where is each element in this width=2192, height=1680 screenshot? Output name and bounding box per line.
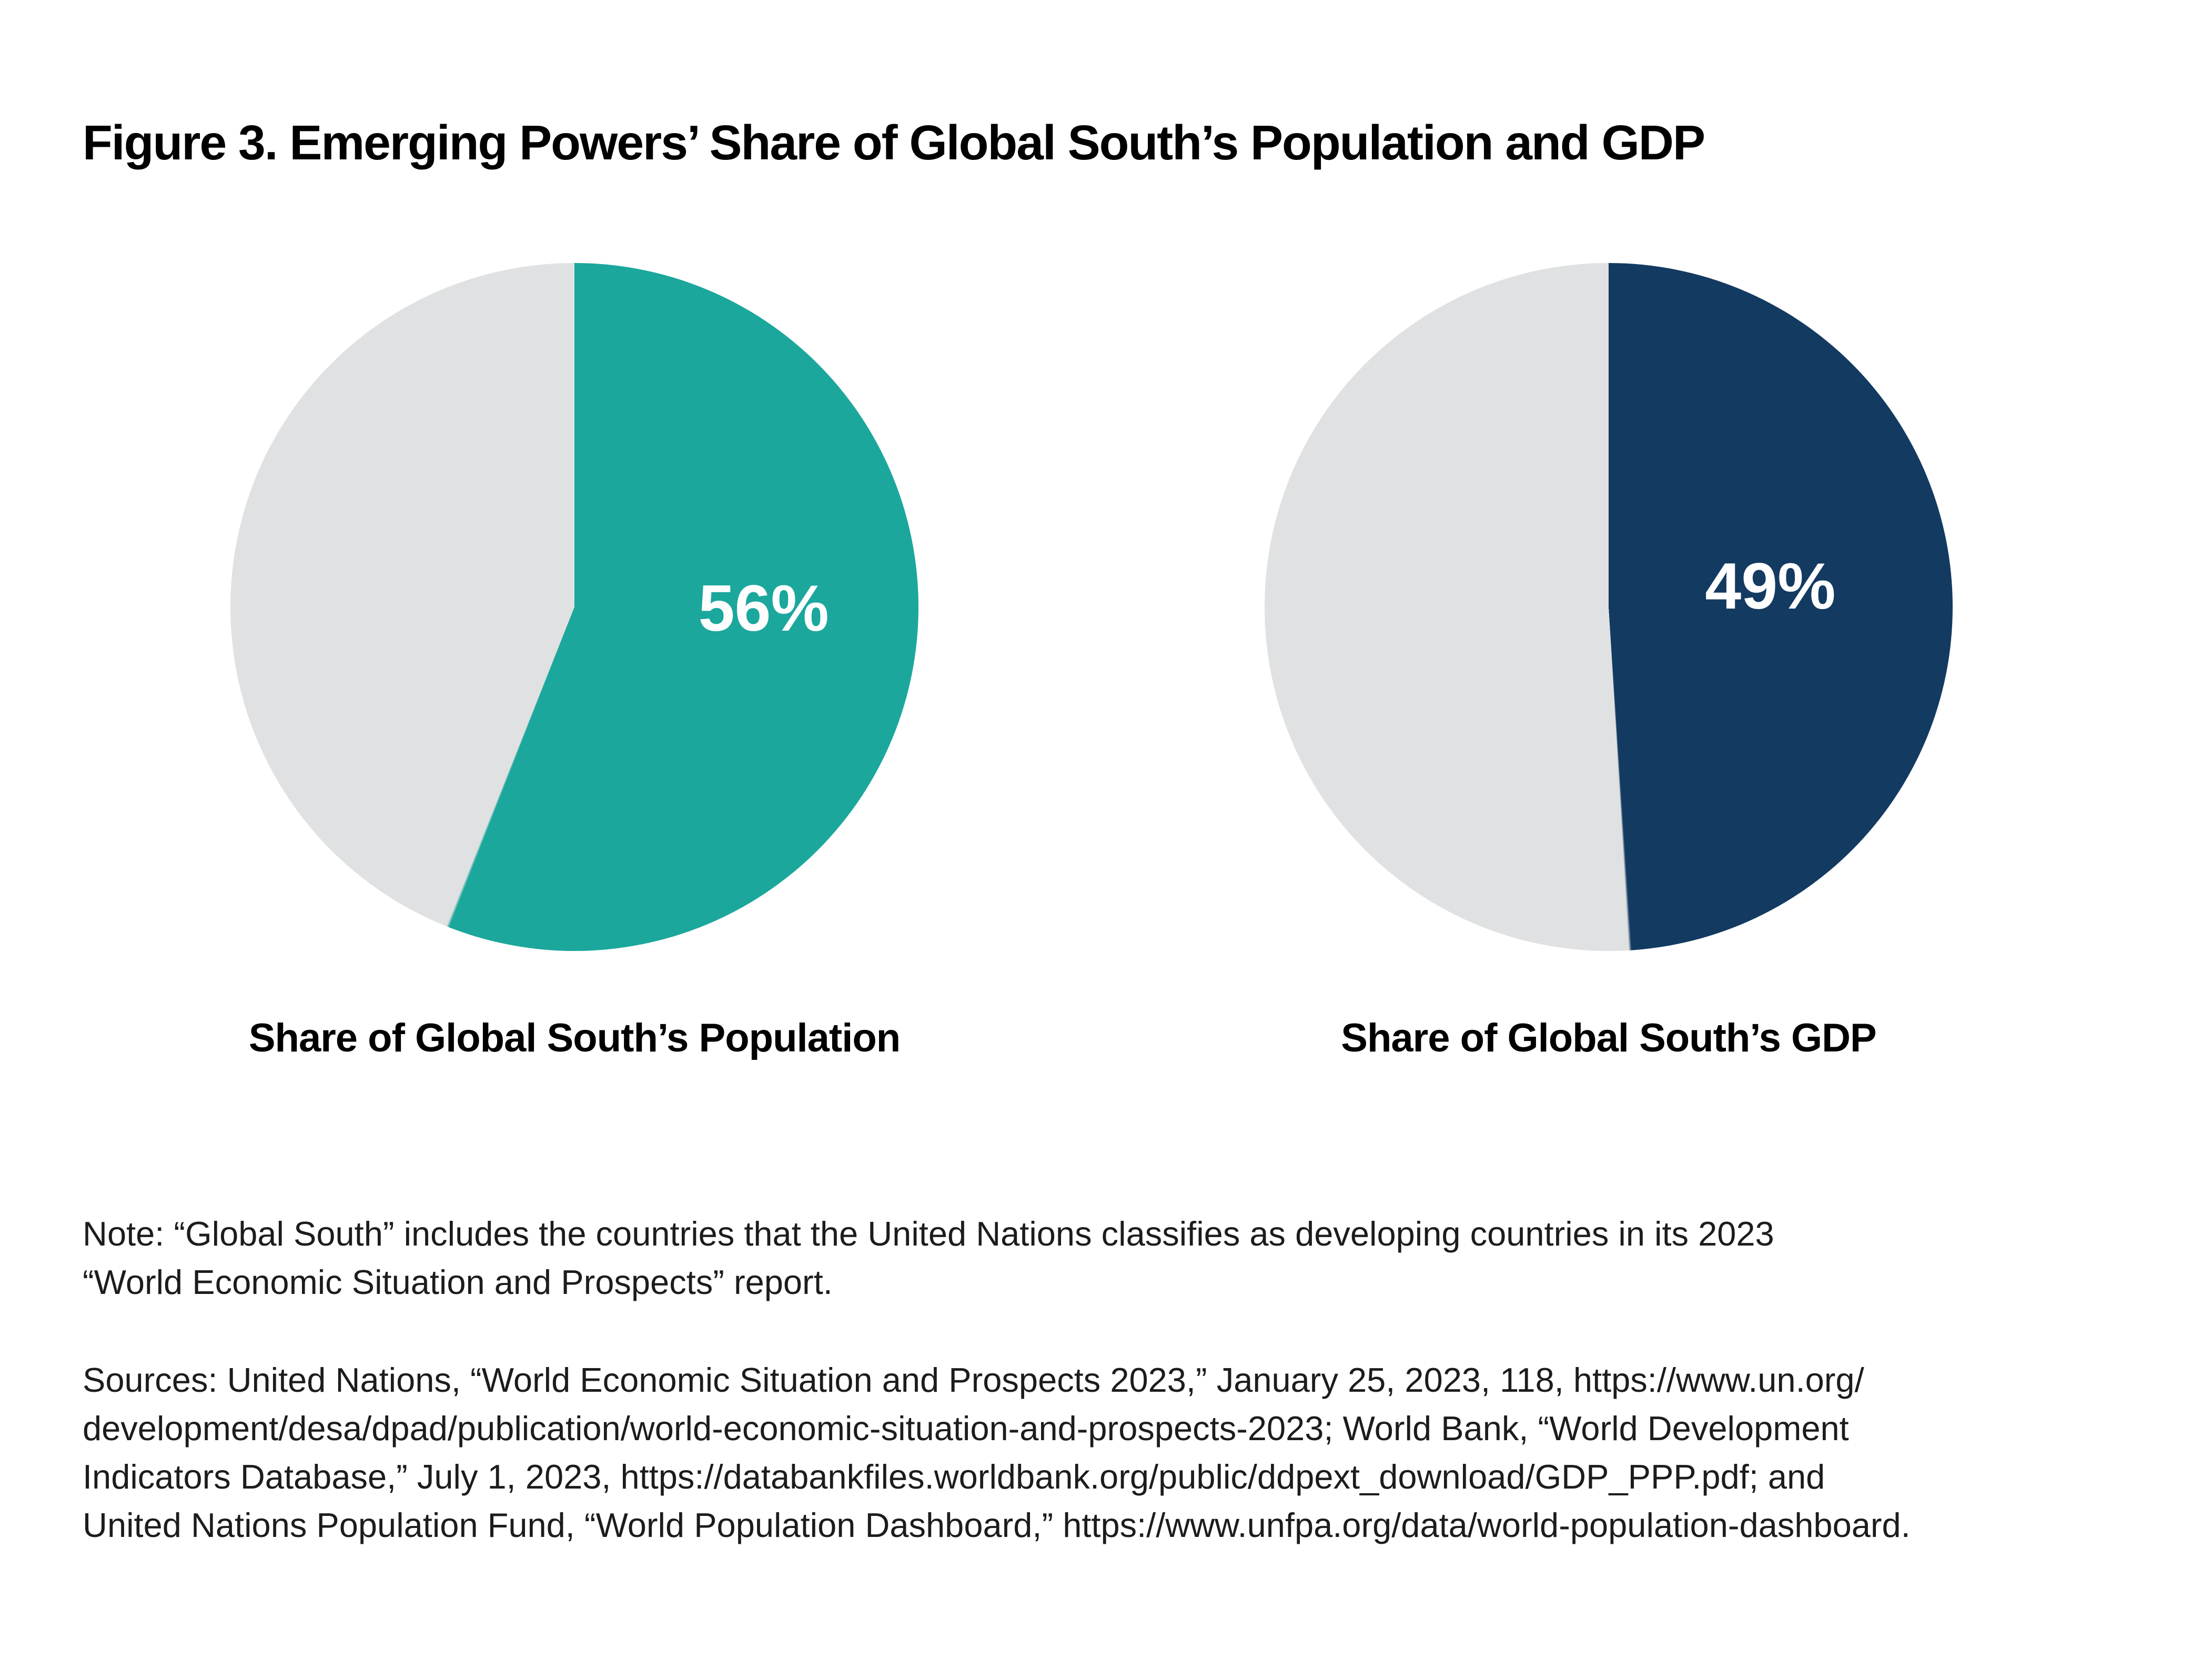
population-pie-caption: Share of Global South’s Population [248, 1016, 901, 1060]
figure-title: Figure 3. Emerging Powers’ Share of Glob… [83, 115, 1705, 170]
population-pie-value-label: 56% [698, 572, 829, 645]
gdp-pie-block: 49% Share of Global South’s GDP [1265, 263, 1953, 1061]
note-text: Note: “Global South” includes the countr… [83, 1215, 1774, 1301]
gdp-pie-chart: 49% [1265, 263, 1953, 951]
population-pie-chart: 56% [230, 263, 918, 951]
sources-text: Sources: United Nations, “World Economic… [83, 1361, 1911, 1544]
gdp-pie-value-label: 49% [1705, 550, 1836, 623]
gdp-pie-caption: Share of Global South’s GDP [1341, 1016, 1876, 1060]
population-pie-block: 56% Share of Global South’s Population [230, 263, 918, 1061]
